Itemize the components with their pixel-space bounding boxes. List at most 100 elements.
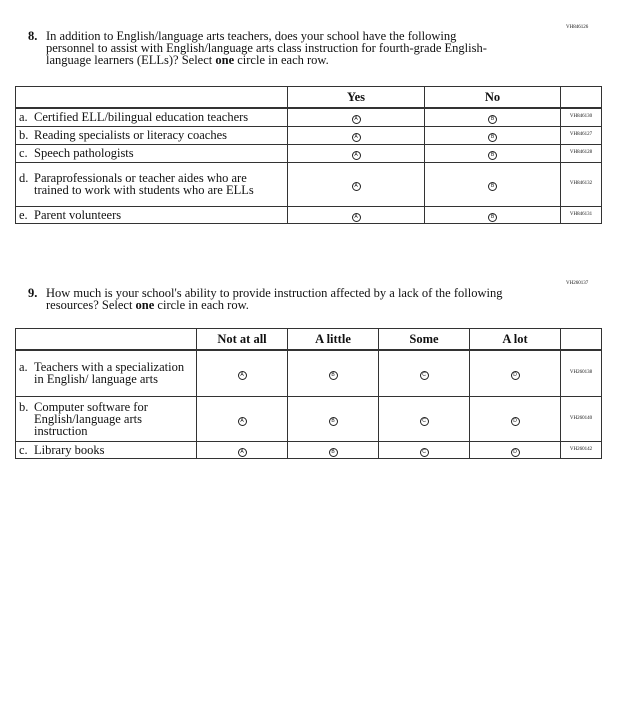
answer-cell: A: [287, 107, 425, 127]
radio-bubble-c[interactable]: C: [419, 416, 429, 426]
question-code: VH846126: [566, 25, 589, 30]
radio-bubble-a[interactable]: A: [351, 115, 361, 125]
question-number: 9.: [28, 286, 38, 300]
header-blank: [15, 86, 288, 109]
row-text: Library books: [34, 442, 105, 457]
answer-cell: A: [287, 161, 425, 207]
row-text: Computer software for English/language a…: [34, 399, 148, 438]
row-text: Speech pathologists: [34, 146, 134, 160]
question-9: 9. How much is your school's ability to …: [28, 286, 508, 312]
radio-bubble-b[interactable]: B: [488, 182, 497, 191]
row-text: Reading specialists or literacy coaches: [34, 128, 227, 142]
header-code-blank: [560, 328, 602, 351]
table-row: a. Certified ELL/bilingual education teac…: [15, 107, 602, 127]
row-code: VH846130: [560, 107, 602, 127]
question-9-table: Not at all A little Some A lot a. Teachers w…: [15, 328, 602, 459]
answer-cell: B: [287, 349, 379, 397]
column-header: Some: [378, 328, 470, 351]
radio-bubble-b[interactable]: B: [488, 115, 497, 125]
radio-bubble-d[interactable]: D: [510, 416, 520, 426]
column-header: A lot: [469, 328, 561, 351]
radio-bubble-b[interactable]: B: [488, 133, 497, 142]
row-label: b. Computer software for English/language…: [15, 395, 197, 442]
question-8-table: Yes No a. Certified ELL/bilingual educatio…: [15, 86, 602, 224]
table-row: b. Reading specialists or literacy coache…: [15, 125, 602, 145]
row-code: VH260140: [560, 395, 602, 442]
row-label: e. Parent volunteers: [15, 205, 288, 224]
row-text: Paraprofessionals or teacher aides who a…: [34, 171, 254, 197]
row-label: d. Paraprofessionals or teacher aides who…: [15, 161, 288, 207]
row-letter: a.: [19, 360, 28, 375]
radio-bubble-a[interactable]: A: [351, 182, 361, 191]
answer-cell: A: [196, 440, 288, 459]
radio-bubble-b[interactable]: B: [328, 371, 338, 381]
radio-bubble-a[interactable]: A: [237, 371, 247, 381]
question-8: 8. In addition to English/language arts …: [28, 29, 508, 67]
table-row: d. Paraprofessionals or teacher aides who…: [15, 161, 602, 207]
answer-cell: A: [196, 395, 288, 442]
answer-cell: B: [424, 205, 561, 224]
radio-bubble-a[interactable]: A: [237, 416, 247, 426]
row-letter: b.: [19, 128, 29, 142]
question-text: In addition to English/language arts tea…: [46, 29, 487, 67]
column-header: No: [424, 86, 561, 109]
row-letter: d.: [19, 171, 29, 185]
question-number: 8.: [28, 29, 38, 43]
row-label: a. Certified ELL/bilingual education teac…: [15, 107, 288, 127]
row-code: VH846132: [560, 161, 602, 207]
row-label: c. Library books: [15, 440, 197, 459]
radio-bubble-a[interactable]: A: [351, 133, 361, 142]
table-row: c. Speech pathologists A B VH846128: [15, 143, 602, 163]
row-code: VH846131: [560, 205, 602, 224]
row-label: c. Speech pathologists: [15, 143, 288, 163]
radio-bubble-b[interactable]: B: [328, 447, 338, 457]
radio-bubble-c[interactable]: C: [419, 447, 429, 457]
row-code: VH846128: [560, 143, 602, 163]
radio-bubble-a[interactable]: A: [351, 212, 361, 222]
radio-bubble-b[interactable]: B: [488, 212, 497, 222]
row-text: Teachers with a specialization in Englis…: [34, 360, 185, 387]
question-text: How much is your school's ability to pro…: [46, 286, 503, 312]
answer-cell: B: [424, 107, 561, 127]
radio-bubble-d[interactable]: D: [510, 371, 520, 381]
answer-cell: B: [287, 440, 379, 459]
row-letter: a.: [19, 110, 28, 125]
row-code: VH260138: [560, 349, 602, 397]
row-code: VH846127: [560, 125, 602, 145]
row-letter: e.: [19, 207, 28, 222]
answer-cell: C: [378, 395, 470, 442]
row-label: a. Teachers with a specialization in Engl…: [15, 349, 197, 397]
row-code: VH260142: [560, 440, 602, 459]
answer-cell: A: [287, 125, 425, 145]
answer-cell: A: [196, 349, 288, 397]
answer-cell: B: [424, 125, 561, 145]
answer-cell: B: [424, 161, 561, 207]
row-text: Parent volunteers: [34, 207, 122, 222]
answer-cell: A: [287, 205, 425, 224]
answer-cell: B: [287, 395, 379, 442]
column-header: Not at all: [196, 328, 288, 351]
radio-bubble-b[interactable]: B: [488, 151, 497, 160]
radio-bubble-d[interactable]: D: [510, 447, 520, 457]
answer-cell: D: [469, 440, 561, 459]
table-row: e. Parent volunteers A B VH846131: [15, 205, 602, 224]
row-letter: c.: [19, 146, 28, 160]
radio-bubble-b[interactable]: B: [328, 416, 338, 426]
answer-cell: B: [424, 143, 561, 163]
answer-cell: C: [378, 440, 470, 459]
answer-cell: A: [287, 143, 425, 163]
row-letter: c.: [19, 442, 28, 457]
radio-bubble-a[interactable]: A: [237, 447, 247, 457]
header-blank: [15, 328, 197, 351]
row-text: Certified ELL/bilingual education teache…: [34, 110, 249, 125]
radio-bubble-c[interactable]: C: [419, 371, 429, 381]
answer-cell: D: [469, 349, 561, 397]
header-code-blank: [560, 86, 602, 109]
column-header: Yes: [287, 86, 425, 109]
row-letter: b.: [19, 399, 29, 414]
row-label: b. Reading specialists or literacy coache…: [15, 125, 288, 145]
radio-bubble-a[interactable]: A: [351, 151, 361, 160]
table-row: c. Library books A B C D VH260142: [15, 440, 602, 459]
table-row: a. Teachers with a specialization in Engl…: [15, 349, 602, 397]
answer-cell: C: [378, 349, 470, 397]
